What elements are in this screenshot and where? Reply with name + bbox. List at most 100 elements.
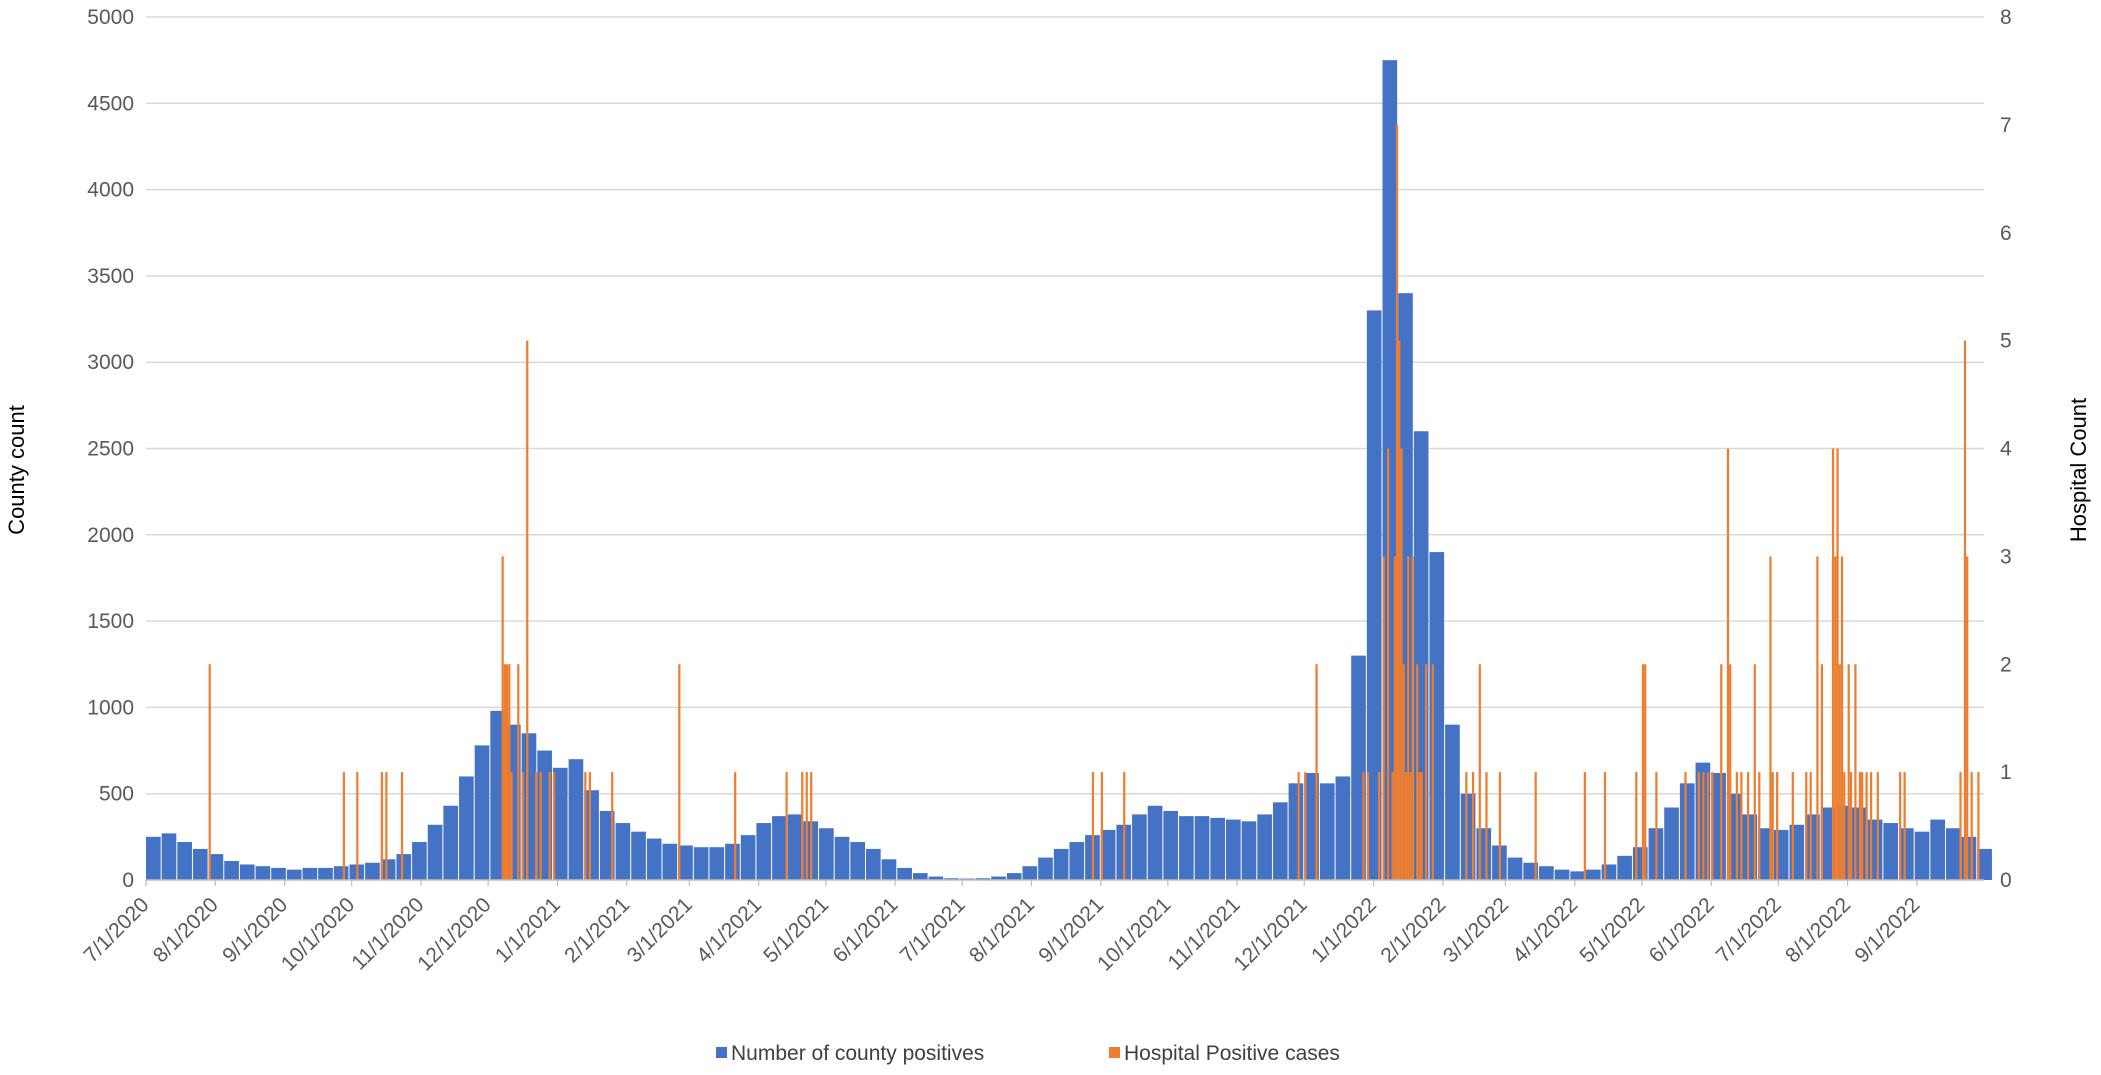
hospital-bar <box>548 772 551 880</box>
hospital-bar <box>1641 664 1645 880</box>
hospital-bar <box>356 772 359 880</box>
county-bar <box>1288 783 1304 880</box>
county-bar <box>1554 869 1570 880</box>
county-bar <box>380 859 396 880</box>
hospital-bar <box>1791 772 1794 880</box>
hospital-bar <box>1702 772 1705 880</box>
county-bar <box>1789 824 1805 880</box>
hospital-bar <box>1534 772 1537 880</box>
x-tick-label: 10/1/2021 <box>1093 893 1175 975</box>
hospital-bar <box>380 772 384 880</box>
y-tick-label: 1000 <box>87 696 134 719</box>
county-bar <box>1241 821 1257 880</box>
county-bar <box>161 833 177 880</box>
legend-swatch-county <box>716 1047 727 1058</box>
county-bar <box>615 823 631 880</box>
county-bar <box>1930 819 1945 880</box>
x-tick-label: 7/1/2021 <box>896 893 970 967</box>
hospital-bar <box>1391 772 1394 880</box>
y-tick-label: 1500 <box>87 610 134 633</box>
county-bar <box>1179 816 1194 880</box>
county-bar <box>192 848 208 880</box>
county-bar <box>944 878 959 880</box>
hospital-bar <box>1903 772 1906 880</box>
hospital-bar <box>1404 772 1408 880</box>
hospital-bar <box>1970 772 1973 880</box>
county-bar <box>459 776 474 880</box>
y2-tick-label: 1 <box>2000 761 2012 784</box>
hospital-bar <box>1977 772 1980 880</box>
county-bar <box>1210 817 1225 880</box>
hospital-bar <box>1861 772 1864 880</box>
county-bar <box>286 869 302 880</box>
county-bar <box>208 854 224 880</box>
legend-label-hospital: Hospital Positive cases <box>1124 1042 1340 1065</box>
county-bar <box>1523 862 1539 880</box>
county-bar <box>1038 857 1053 880</box>
county-bar <box>584 790 599 880</box>
x-tick-label: 2/1/2021 <box>560 893 634 967</box>
county-bar <box>239 864 255 880</box>
county-bar <box>1758 828 1773 880</box>
hospital-bar <box>1776 772 1779 880</box>
hospital-bar <box>1831 448 1835 880</box>
hospital-bar <box>1876 772 1879 880</box>
y-tick-label: 500 <box>99 783 134 806</box>
x-tick-label: 6/1/2021 <box>829 893 903 967</box>
county-bar <box>271 867 286 880</box>
hospital-bar <box>1478 664 1481 880</box>
county-bar <box>1867 819 1883 880</box>
hospital-bar <box>1304 772 1307 880</box>
hospital-bar <box>1091 772 1095 880</box>
hospital-bar <box>1959 772 1962 880</box>
county-bar <box>1366 310 1382 880</box>
legend-item-county: Number of county positives <box>716 1042 984 1065</box>
hospital-bar <box>1854 664 1857 880</box>
county-bar <box>1100 829 1116 880</box>
county-bar <box>1022 866 1038 880</box>
county-bar <box>740 835 756 880</box>
county-bar <box>1679 783 1695 880</box>
county-bar <box>928 876 944 880</box>
county-bar <box>865 848 881 880</box>
hospital-bar <box>1655 772 1658 880</box>
county-bar <box>1053 848 1069 880</box>
hospital-bar <box>1635 772 1638 880</box>
x-tick-label: 3/1/2021 <box>623 893 697 967</box>
county-bar <box>333 866 349 880</box>
hospital-bar <box>1836 448 1839 880</box>
hospital-bar <box>1816 556 1819 880</box>
hospital-bar <box>1740 772 1743 880</box>
y-axis-left-ticks: 0 500 1000 1500 2000 2500 3000 3500 4000 4500 5000 <box>87 6 134 892</box>
y2-tick-label: 6 <box>2000 222 2012 245</box>
x-tick-label: 12/1/2021 <box>1229 893 1311 975</box>
y2-tick-label: 4 <box>2000 438 2012 461</box>
county-bar <box>912 873 928 880</box>
y2-tick-label: 8 <box>2000 6 2012 29</box>
x-tick-label: 7/1/2020 <box>79 893 153 967</box>
county-bar <box>1429 552 1445 880</box>
hospital-bar <box>1123 772 1126 880</box>
county-bar <box>975 878 991 880</box>
hospital-bar <box>1720 664 1723 880</box>
hospital-bar <box>1382 556 1385 880</box>
county-bar <box>850 842 865 880</box>
gridlines <box>146 16 1984 795</box>
hospital-bar <box>1424 664 1428 880</box>
hospital-bar <box>552 772 556 880</box>
y2-tick-label: 0 <box>2000 869 2012 892</box>
hospital-bar <box>1706 772 1709 880</box>
county-bar <box>1539 866 1554 880</box>
county-positives-bars <box>146 60 1992 880</box>
county-bar <box>1382 60 1398 880</box>
hospital-bar <box>1471 772 1475 880</box>
y-tick-label: 3500 <box>87 265 134 288</box>
hospital-bar <box>588 772 591 880</box>
county-bar <box>177 842 192 880</box>
county-bar <box>1147 805 1163 880</box>
hospital-bar <box>1393 556 1396 880</box>
x-tick-label: 8/1/2021 <box>965 893 1039 967</box>
county-bar <box>897 867 912 880</box>
hospital-bar <box>1758 772 1761 880</box>
